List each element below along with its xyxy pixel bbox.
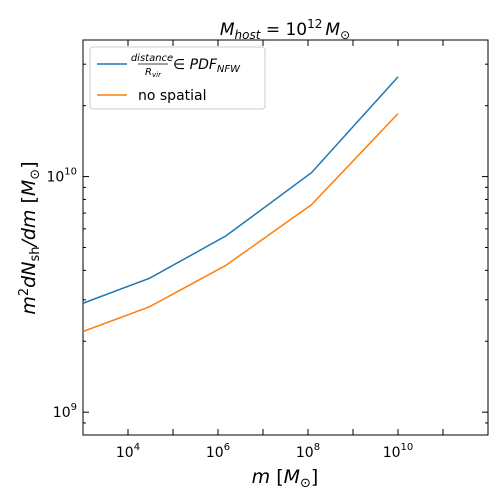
chart-title: Mhost = 1012 M⊙ (220, 17, 350, 42)
legend: distance Rvir ∈ PDFNFW no spatial (89, 46, 266, 110)
x-tick-label-1: 106 (206, 442, 230, 461)
legend-box (89, 46, 266, 110)
x-tick-label-2: 108 (296, 442, 320, 461)
x-tick-label-3: 1010 (383, 442, 414, 461)
y-tick-label-0: 109 (53, 402, 77, 421)
y-tick-label-1: 1010 (46, 167, 77, 186)
legend-label-nfw: ∈ PDFNFW (173, 57, 241, 75)
series-line-0 (82, 76, 399, 304)
series-layer (82, 76, 399, 333)
x-axis-label: m [M⊙] (252, 466, 319, 491)
series-line-1 (82, 113, 399, 333)
tick-layer: 104 106 108 1010 109 1010 (46, 40, 489, 461)
legend-label-nfw-fraction-num: distance (131, 53, 173, 64)
y-axis-label: m2dNsh/dm [M⊙] (17, 161, 43, 314)
x-tick-label-0: 104 (116, 442, 140, 461)
plot-area (82, 39, 489, 436)
legend-label-nfw-fraction-den: Rvir (145, 67, 162, 79)
legend-label-no-spatial: no spatial (138, 88, 207, 104)
